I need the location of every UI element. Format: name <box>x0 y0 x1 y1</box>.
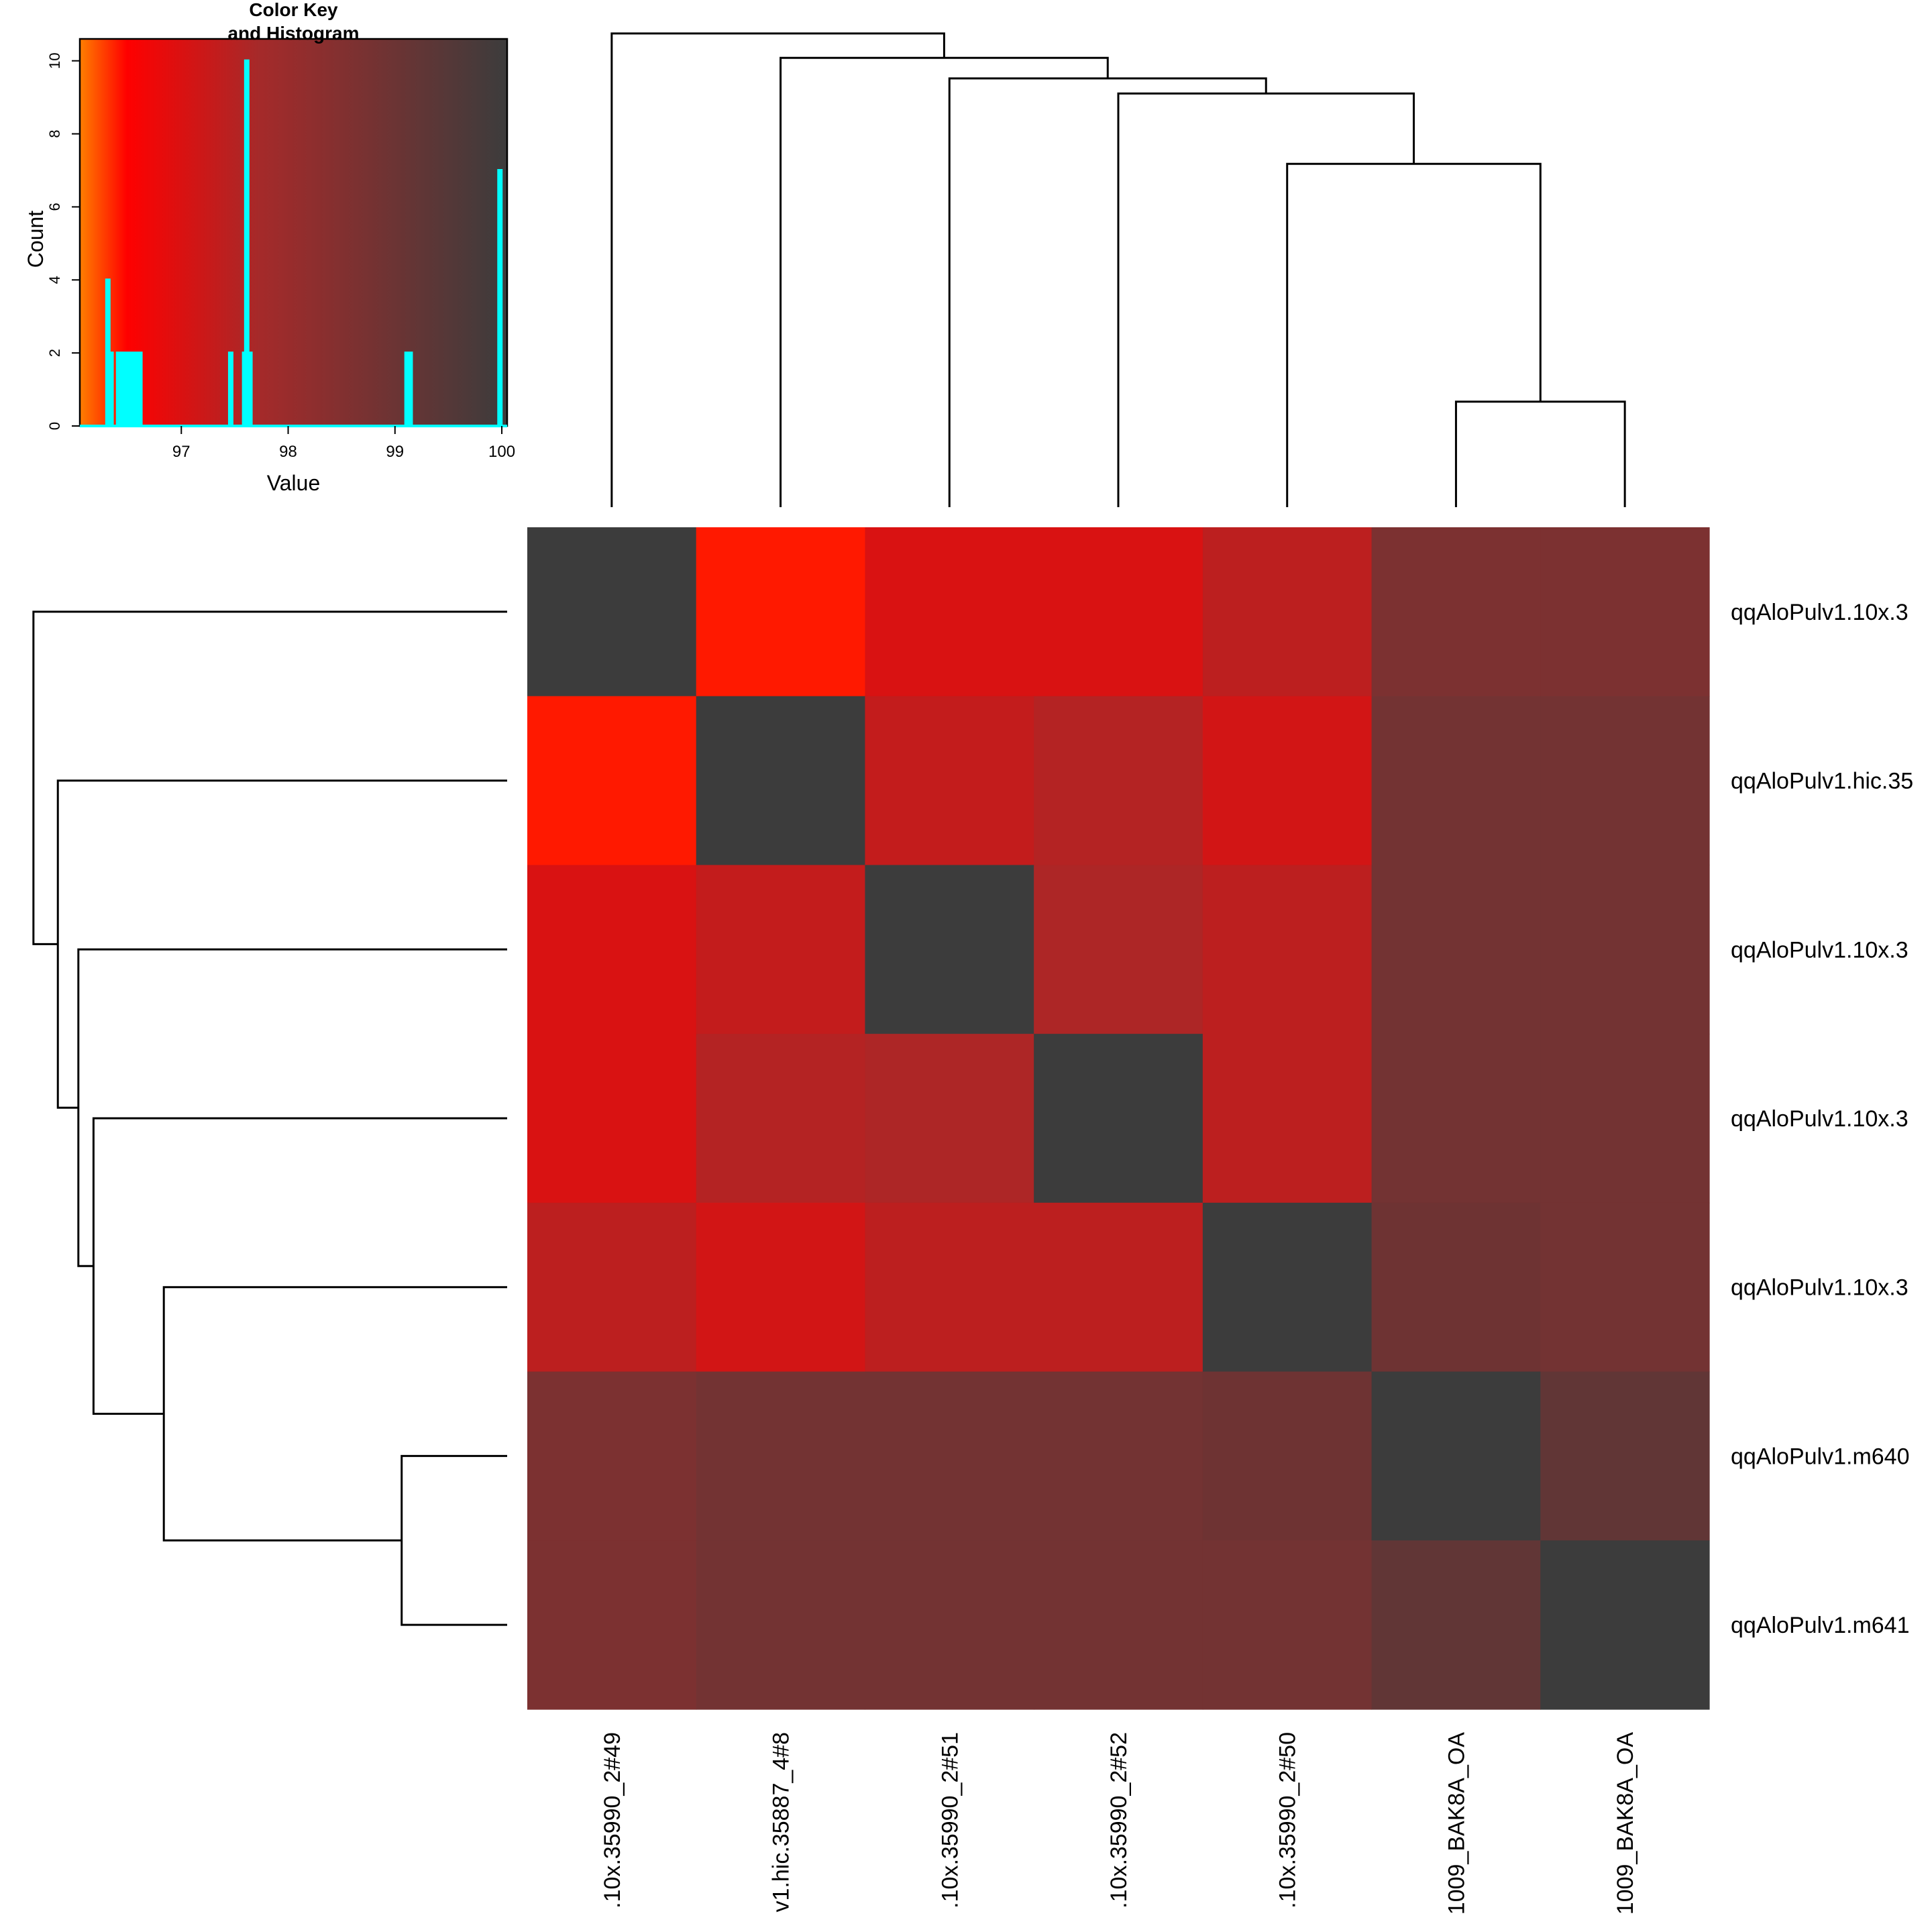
heatmap-cell <box>527 1371 697 1541</box>
column-label: v1.hic.35887_4#8 <box>769 1732 794 1912</box>
heatmap-cell <box>527 527 697 697</box>
y-tick-label: 0 <box>46 422 63 430</box>
color-key-title: Color Key <box>249 0 338 20</box>
row-label: qqAloPulv1.m640 <box>1731 1444 1910 1469</box>
column-label: 1009_BAK8A_OA <box>1444 1732 1469 1915</box>
x-axis-title: Value <box>267 471 320 495</box>
row-dendrogram-branch <box>56 780 507 1109</box>
row-label: qqAloPulv1.10x.3 <box>1731 1275 1909 1301</box>
column-label: .10x.35990_2#50 <box>1275 1732 1301 1909</box>
row-label: qqAloPulv1.10x.3 <box>1731 1106 1909 1132</box>
heatmap-cell <box>1371 1540 1541 1710</box>
column-label: .10x.35990_2#51 <box>937 1732 963 1909</box>
heatmap-cell <box>1202 1540 1373 1710</box>
heatmap-cell <box>865 1202 1034 1373</box>
row-label: qqAloPulv1.hic.35 <box>1731 769 1913 794</box>
heatmap-cell <box>1034 865 1203 1034</box>
y-tick-label: 10 <box>46 52 63 68</box>
column-dendrogram-branch <box>1454 400 1626 507</box>
heatmap-cell <box>865 865 1034 1034</box>
x-tick-label: 98 <box>279 443 297 461</box>
color-key: 97 98 99 100 0 2 4 6 8 10 Value Count Color Key and H… <box>23 0 515 495</box>
heatmap-cell <box>865 696 1034 866</box>
row-dendrogram <box>32 610 507 1626</box>
heatmap-cell <box>865 1371 1034 1541</box>
row-dendrogram-branch <box>162 1286 507 1542</box>
x-tick-label: 97 <box>172 443 191 461</box>
x-tick-label: 100 <box>488 443 515 461</box>
heatmap-cell <box>1540 527 1710 697</box>
row-label: qqAloPulv1.m641 <box>1731 1613 1910 1638</box>
heatmap-cell <box>1540 1540 1710 1710</box>
column-dendrogram-branch <box>610 32 945 507</box>
row-dendrogram-branch <box>400 1454 507 1626</box>
column-labels: .10x.35990_2#49 v1.hic.35887_4#8 .10x.3599… <box>600 1732 1638 1915</box>
heatmap-cell <box>1034 1034 1203 1203</box>
column-dendrogram-branch <box>780 56 1109 507</box>
heatmap-cell <box>696 865 866 1034</box>
heatmap-cell <box>1034 1202 1203 1373</box>
row-dendrogram-branch <box>92 1117 507 1415</box>
heatmap-cell <box>1371 527 1541 697</box>
column-label: .10x.35990_2#52 <box>1106 1732 1132 1909</box>
heatmap-cell <box>527 1034 697 1203</box>
heatmap-cell <box>1371 696 1541 866</box>
heatmap-cell <box>527 1540 697 1710</box>
heatmap-cell <box>1371 1371 1541 1541</box>
row-label: qqAloPulv1.10x.3 <box>1731 600 1909 625</box>
y-tick-label: 6 <box>46 203 63 211</box>
column-label: 1009_BAK8A_OA <box>1613 1732 1638 1915</box>
heatmap-cell <box>1540 1202 1710 1373</box>
heatmap-cell <box>1371 1034 1541 1203</box>
heatmap-cell <box>696 1540 866 1710</box>
heatmap-cell <box>1540 865 1710 1034</box>
heatmap-cell <box>1540 1371 1710 1541</box>
row-dendrogram-branch <box>32 610 507 945</box>
column-label: .10x.35990_2#49 <box>600 1732 625 1909</box>
heatmap-cell <box>1202 527 1373 697</box>
heatmap-cell <box>1540 1034 1710 1203</box>
heatmap-cell <box>1202 1202 1373 1373</box>
heatmap-cell <box>1371 865 1541 1034</box>
heatmap-cell <box>696 696 866 866</box>
heatmap-cell <box>1202 865 1373 1034</box>
heatmap-cell <box>1202 1371 1373 1541</box>
heatmap-cell <box>696 527 866 697</box>
heatmap-cell <box>1202 1034 1373 1203</box>
y-tick-label: 2 <box>46 349 63 357</box>
heatmap-cells <box>527 527 1710 1710</box>
heatmap-cell <box>527 1202 697 1373</box>
column-dendrogram-branch <box>1117 92 1415 507</box>
column-dendrogram-branch <box>948 77 1267 507</box>
heatmap-cell <box>1202 696 1373 866</box>
x-tick-label: 99 <box>386 443 404 461</box>
heatmap-cell <box>865 1034 1034 1203</box>
column-dendrogram <box>610 32 1626 507</box>
heatmap-cell <box>696 1202 866 1373</box>
color-key-title: and Histogram <box>227 23 359 44</box>
heatmap-cell <box>696 1371 866 1541</box>
color-key-gradient <box>80 39 507 426</box>
heatmap-cell <box>1034 527 1203 697</box>
heatmap-cell <box>1034 1371 1203 1541</box>
row-dendrogram-branch <box>77 948 507 1267</box>
heatmap-cell <box>696 1034 866 1203</box>
heatmap-cell <box>527 696 697 866</box>
histogram-line <box>80 59 507 427</box>
column-dendrogram-branch <box>1286 162 1542 507</box>
heatmap-cell <box>865 1540 1034 1710</box>
heatmap-cell <box>1034 696 1203 866</box>
heatmap-cell <box>1540 696 1710 866</box>
y-axis-title: Count <box>23 211 48 268</box>
row-label: qqAloPulv1.10x.3 <box>1731 937 1909 963</box>
heatmap-cell <box>527 865 697 1034</box>
heatmap-cell <box>1034 1540 1203 1710</box>
heatmap-cell <box>865 527 1034 697</box>
y-tick-label: 8 <box>46 129 63 138</box>
y-tick-label: 4 <box>46 276 63 284</box>
row-labels: qqAloPulv1.10x.3 qqAloPulv1.hic.35 qqAloPu… <box>1731 600 1913 1638</box>
heatmap-cell <box>1371 1202 1541 1373</box>
